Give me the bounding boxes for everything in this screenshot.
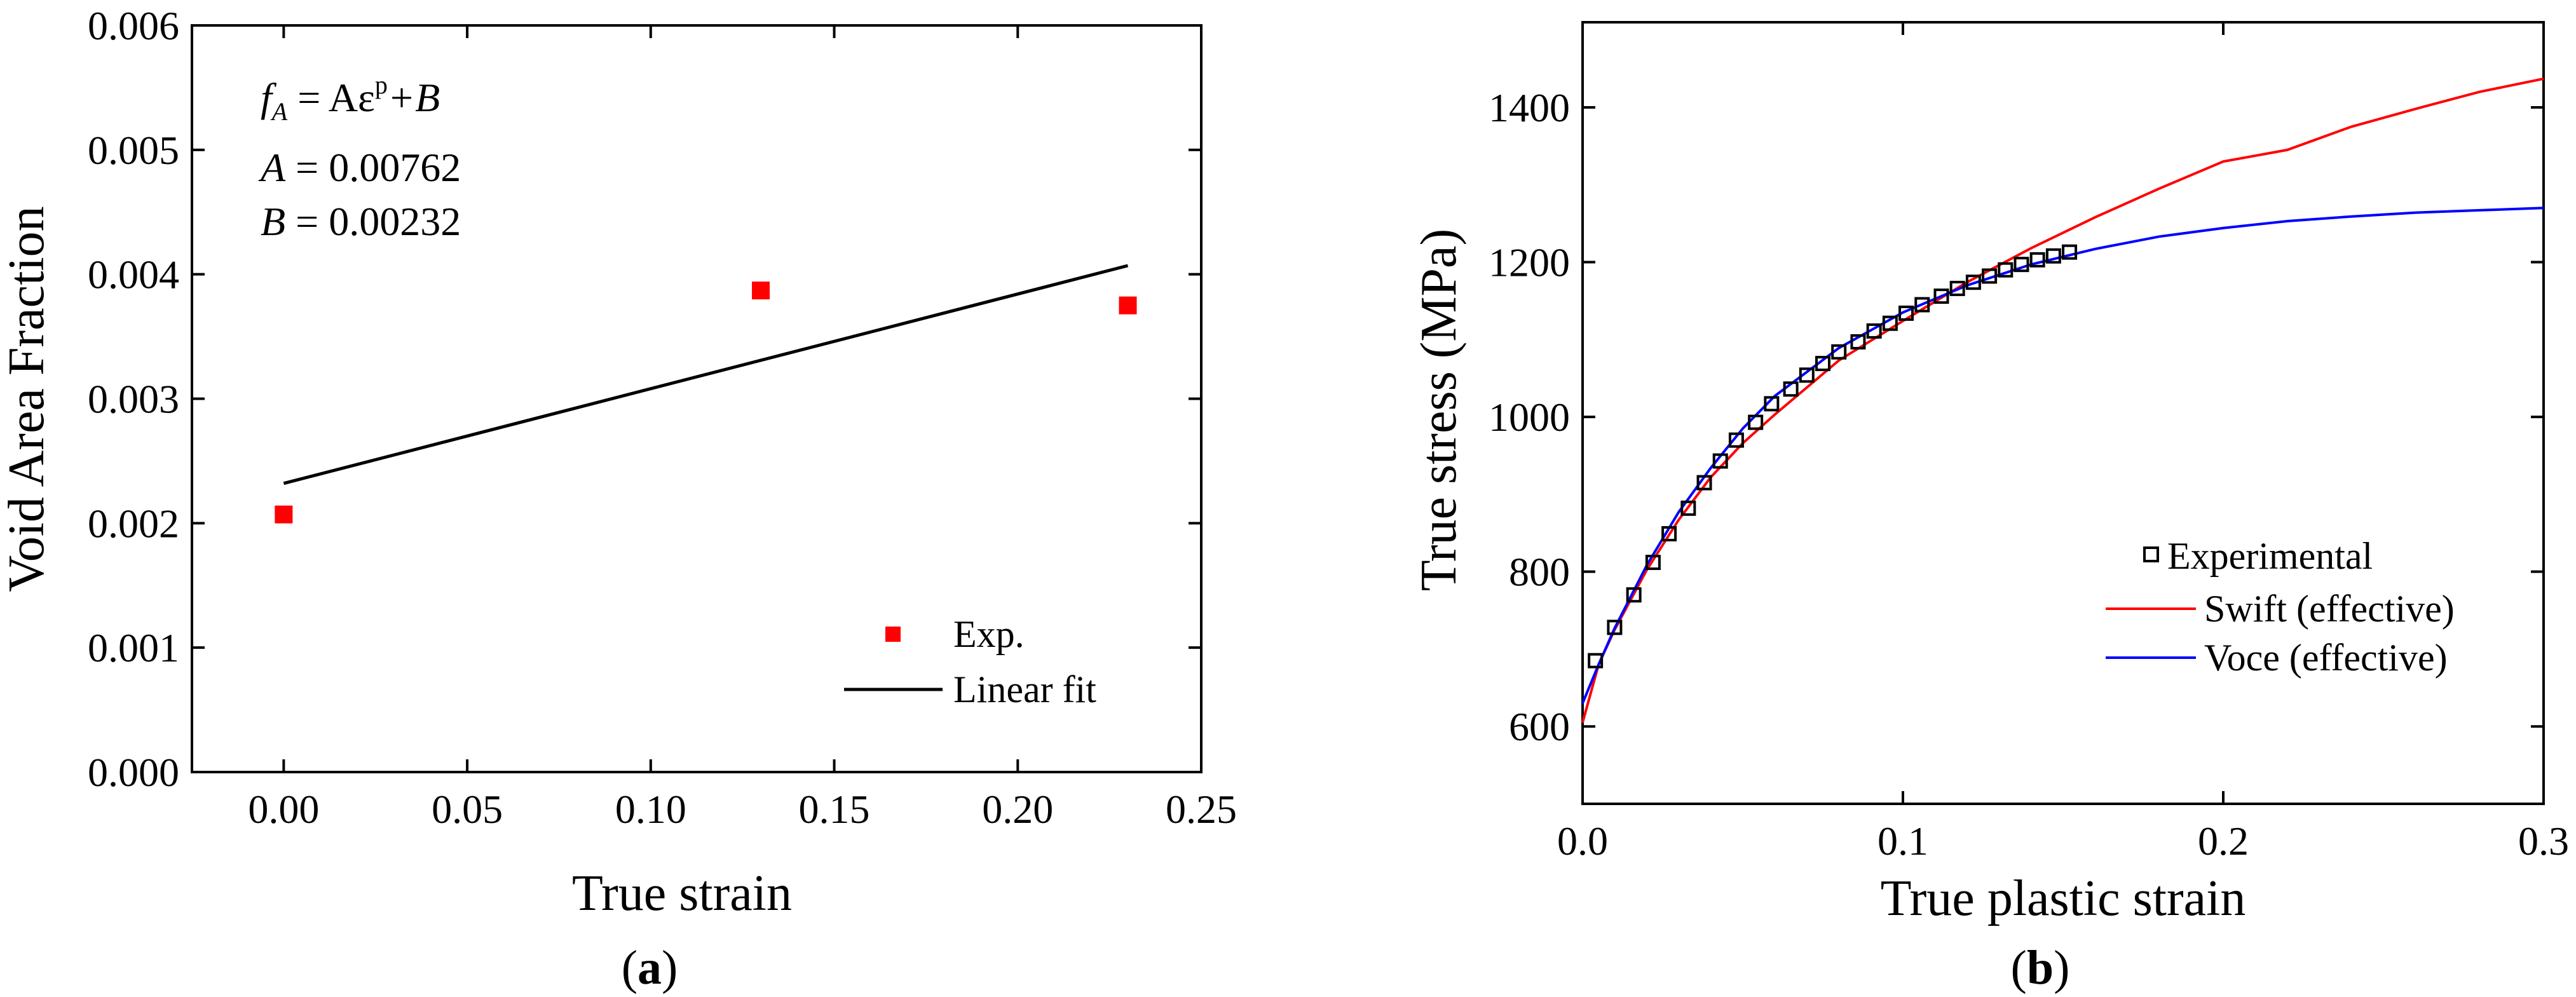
x-tick-label: 0.2	[2198, 818, 2249, 864]
data-point	[1933, 288, 1949, 304]
data-point	[1799, 367, 1815, 383]
data-point	[1998, 262, 2014, 278]
panel-a-plot-frame	[191, 24, 1203, 773]
data-point	[1696, 475, 1712, 491]
panel-b-series	[1581, 77, 2544, 723]
panel-a-y-axis-label: Void Area Fraction	[0, 206, 55, 592]
panel-a-caption: (a)	[622, 941, 678, 994]
panel-a-equation-line-2: A = 0.00762	[258, 145, 461, 190]
data-point	[1748, 414, 1764, 430]
data-point	[1831, 344, 1847, 360]
legend-exp-label: Exp.	[953, 613, 1025, 655]
y-tick-label: 0.006	[88, 3, 179, 48]
panel-a-y-ticks: 0.000 0.001 0.002 0.003 0.004 0.005 0.006	[88, 3, 1201, 795]
y-tick-label: 0.001	[88, 625, 179, 670]
panel-b-chart: 0.0 0.1 0.2 0.3 600 800 1000 1200 1400 Experime…	[1411, 21, 2569, 994]
x-tick-label: 0.20	[982, 787, 1053, 832]
x-tick-label: 0.1	[1877, 818, 1928, 864]
data-point	[1850, 334, 1866, 349]
panel-a-x-ticks: 0.00 0.05 0.10 0.15 0.20 0.25	[248, 25, 1237, 832]
data-point	[1119, 296, 1137, 315]
data-point	[1712, 453, 1728, 469]
panel-b-plot-frame	[1581, 21, 2545, 805]
x-tick-label: 0.05	[432, 787, 503, 832]
y-tick-label: 800	[1509, 550, 1570, 595]
x-tick-label: 0.10	[615, 787, 686, 832]
panel-a-chart: 0.00 0.05 0.10 0.15 0.20 0.25 0.000 0.001 0.002…	[0, 3, 1237, 994]
series-line-linear-fit	[283, 264, 1129, 485]
panel-a-series	[275, 264, 1137, 524]
data-point	[1815, 356, 1830, 372]
data-point	[1949, 280, 1965, 296]
panel-a-legend: Exp. Linear fit	[844, 613, 1096, 710]
legend-experimental-marker	[2143, 546, 2159, 562]
legend-linear-fit-label: Linear fit	[953, 668, 1096, 710]
data-point	[1866, 323, 1882, 339]
data-point	[1645, 555, 1661, 571]
panel-b-y-axis-label: True stress (MPa)	[1411, 229, 1467, 591]
data-point	[1914, 297, 1930, 313]
legend-experimental-label: Experimental	[2167, 535, 2373, 577]
panel-b-y-ticks: 600 800 1000 1200 1400	[1489, 85, 2544, 749]
data-point	[2014, 257, 2029, 273]
data-point	[1728, 432, 1744, 448]
y-tick-label: 600	[1509, 704, 1570, 749]
data-point	[1898, 305, 1914, 321]
data-point	[1588, 653, 1604, 668]
panel-a-equation-line-3: B = 0.00232	[261, 199, 461, 244]
legend-exp-marker	[885, 627, 901, 642]
coef-a-value: = 0.00762	[285, 145, 461, 190]
data-point	[2062, 244, 2078, 260]
data-point	[1783, 381, 1799, 397]
panel-a-equation-line-1: fA = Aεp+B	[261, 71, 440, 126]
panel-b-x-ticks: 0.0 0.1 0.2 0.3	[1557, 22, 2569, 864]
coef-b-name: B	[261, 199, 285, 244]
coef-a-name: A	[258, 145, 286, 190]
data-point	[1661, 526, 1677, 541]
x-tick-label: 0.00	[248, 787, 319, 832]
data-point	[2045, 248, 2061, 264]
y-tick-label: 0.005	[88, 128, 179, 173]
panel-b-x-axis-label: True plastic strain	[1881, 871, 2246, 926]
equation-rhs: = Aε	[287, 75, 375, 120]
panel-a-caption-letter: a	[637, 941, 662, 994]
y-tick-label: 0.000	[88, 750, 179, 795]
y-tick-label: 0.003	[88, 377, 179, 422]
legend-swift-label: Swift (effective)	[2204, 588, 2455, 630]
panel-b-caption: (b)	[2011, 941, 2070, 994]
data-point	[1680, 500, 1696, 516]
y-tick-label: 0.004	[88, 252, 179, 297]
legend-voce-label: Voce (effective)	[2204, 637, 2448, 679]
equation-f-subscript: A	[270, 97, 288, 126]
equation-tail: +B	[388, 75, 440, 120]
y-tick-label: 1200	[1489, 240, 1570, 285]
data-point	[1607, 620, 1623, 635]
panel-b-legend: Experimental Swift (effective) Voce (eff…	[2106, 535, 2455, 679]
equation-superscript: p	[375, 71, 388, 99]
y-tick-label: 0.002	[88, 501, 179, 546]
data-point	[2029, 252, 2045, 268]
data-point	[1626, 587, 1642, 603]
data-point	[1965, 275, 1981, 290]
x-tick-label: 0.25	[1166, 787, 1237, 832]
y-tick-label: 1000	[1489, 395, 1570, 440]
panel-a-x-axis-label: True strain	[572, 865, 792, 921]
data-point	[752, 281, 770, 300]
x-tick-label: 0.15	[799, 787, 870, 832]
data-point	[1764, 396, 1780, 412]
data-point	[275, 505, 293, 524]
x-tick-label: 0.0	[1557, 818, 1608, 864]
panel-b-caption-letter: b	[2027, 941, 2054, 994]
data-point	[1882, 315, 1898, 331]
coef-b-value: = 0.00232	[285, 199, 461, 244]
y-tick-label: 1400	[1489, 85, 1570, 130]
x-tick-label: 0.3	[2518, 818, 2569, 864]
data-point	[1982, 268, 1998, 284]
